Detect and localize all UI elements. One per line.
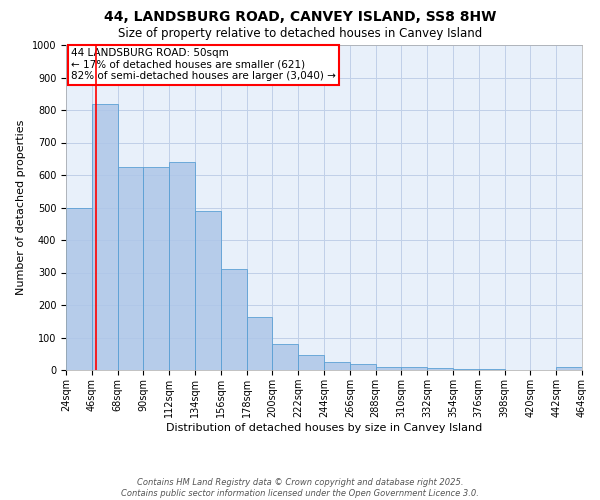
Bar <box>169 162 195 370</box>
Bar <box>350 364 376 370</box>
Bar <box>324 362 350 370</box>
Bar <box>298 356 324 370</box>
Bar <box>92 104 118 370</box>
Text: 44, LANDSBURG ROAD, CANVEY ISLAND, SS8 8HW: 44, LANDSBURG ROAD, CANVEY ISLAND, SS8 8… <box>104 10 496 24</box>
Text: Contains HM Land Registry data © Crown copyright and database right 2025.
Contai: Contains HM Land Registry data © Crown c… <box>121 478 479 498</box>
Bar <box>195 211 221 370</box>
Bar <box>118 167 143 370</box>
X-axis label: Distribution of detached houses by size in Canvey Island: Distribution of detached houses by size … <box>166 422 482 432</box>
Bar <box>376 367 401 370</box>
Bar <box>221 268 247 370</box>
Text: 44 LANDSBURG ROAD: 50sqm
← 17% of detached houses are smaller (621)
82% of semi-: 44 LANDSBURG ROAD: 50sqm ← 17% of detach… <box>71 48 336 82</box>
Bar <box>272 344 298 370</box>
Bar <box>247 318 272 370</box>
Text: Size of property relative to detached houses in Canvey Island: Size of property relative to detached ho… <box>118 28 482 40</box>
Bar <box>66 208 92 370</box>
Bar <box>453 369 479 370</box>
Bar <box>401 368 427 370</box>
Bar <box>427 368 453 370</box>
Bar <box>143 167 169 370</box>
Bar <box>556 368 582 370</box>
Y-axis label: Number of detached properties: Number of detached properties <box>16 120 26 295</box>
